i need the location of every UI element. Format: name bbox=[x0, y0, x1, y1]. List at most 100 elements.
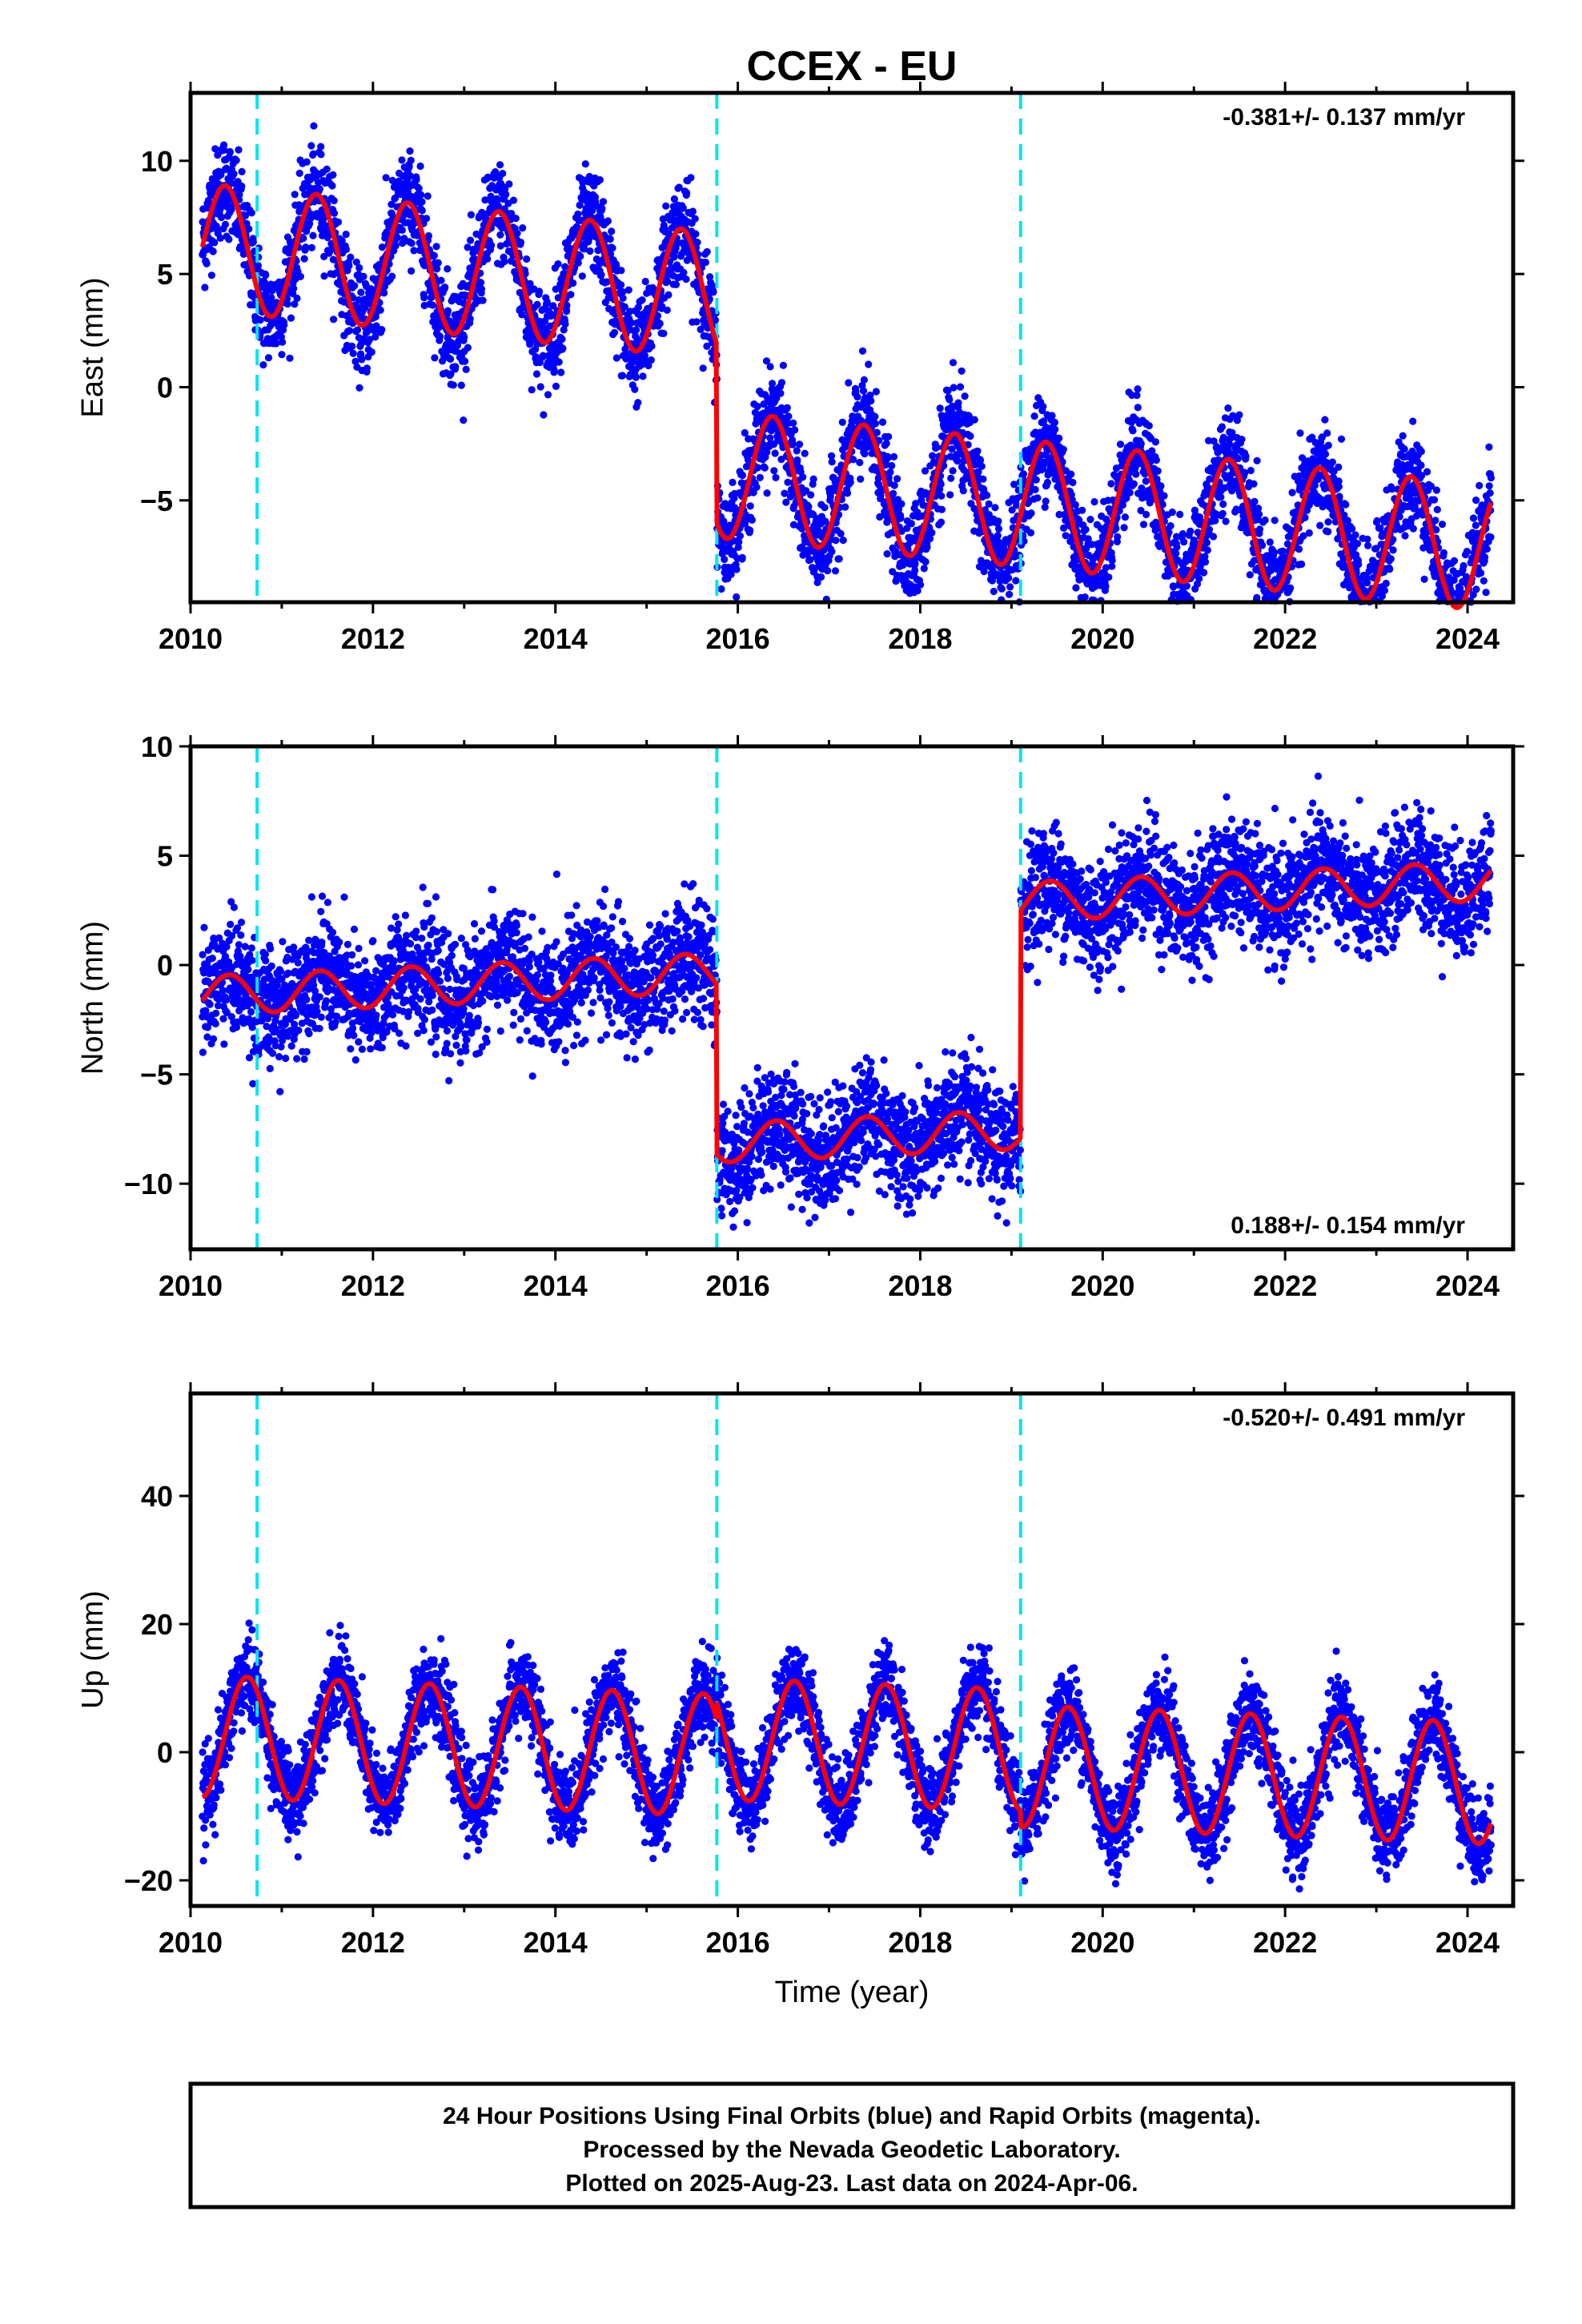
east-data-point bbox=[423, 215, 431, 223]
east-data-point bbox=[536, 383, 544, 391]
east-data-point bbox=[1399, 432, 1407, 440]
east-data-point bbox=[619, 294, 627, 302]
east-data-point bbox=[526, 340, 534, 348]
east-data-point bbox=[1102, 582, 1110, 590]
east-data-point bbox=[692, 230, 700, 238]
east-data-point bbox=[1253, 456, 1261, 464]
east-data-point bbox=[1364, 541, 1372, 550]
east-data-point bbox=[437, 276, 445, 284]
east-data-point bbox=[1072, 584, 1080, 592]
east-data-point bbox=[355, 384, 363, 392]
east-data-point bbox=[733, 565, 741, 573]
east-data-point bbox=[756, 473, 764, 482]
east-data-point bbox=[783, 404, 791, 412]
east-data-point bbox=[1157, 482, 1165, 490]
east-data-point bbox=[929, 452, 937, 460]
east-data-point bbox=[1355, 561, 1363, 569]
east-data-point bbox=[488, 241, 496, 249]
east-data-point bbox=[256, 316, 264, 324]
east-data-point bbox=[994, 532, 1002, 540]
east-data-point bbox=[291, 300, 299, 308]
east-data-point bbox=[512, 215, 520, 223]
east-data-point bbox=[1363, 579, 1371, 587]
east-data-point bbox=[1389, 546, 1397, 554]
east-data-point bbox=[1328, 458, 1336, 466]
east-data-point bbox=[1401, 532, 1409, 540]
east-data-point bbox=[1409, 417, 1417, 425]
east-data-point bbox=[597, 271, 605, 279]
east-data-point bbox=[1477, 569, 1485, 577]
east-data-point bbox=[1062, 532, 1070, 540]
east-data-point bbox=[970, 416, 978, 424]
east-data-point bbox=[1222, 517, 1230, 525]
east-data-point bbox=[897, 500, 905, 508]
east-data-point bbox=[832, 537, 840, 545]
east-data-point bbox=[1078, 506, 1086, 514]
east-data-point bbox=[1203, 539, 1211, 547]
east-data-point bbox=[946, 396, 954, 404]
east-data-point bbox=[886, 468, 894, 476]
east-data-point bbox=[948, 445, 956, 453]
east-data-point bbox=[441, 283, 449, 292]
east-data-point bbox=[1386, 565, 1394, 573]
east-data-point bbox=[1271, 548, 1279, 557]
east-data-point bbox=[624, 286, 632, 294]
east-data-point bbox=[1463, 548, 1471, 556]
east-data-point bbox=[315, 185, 323, 193]
east-data-point bbox=[608, 244, 616, 252]
east-data-point bbox=[1246, 571, 1254, 579]
east-data-point bbox=[1439, 549, 1447, 557]
east-data-point bbox=[431, 354, 439, 362]
east-data-point bbox=[460, 333, 468, 341]
east-data-point bbox=[632, 373, 640, 381]
east-data-point bbox=[1051, 425, 1059, 433]
east-data-point bbox=[949, 359, 958, 367]
east-data-point bbox=[1042, 497, 1050, 505]
east-data-point bbox=[985, 500, 993, 509]
east-data-point bbox=[280, 321, 288, 329]
east-data-point bbox=[1472, 521, 1480, 529]
east-data-point bbox=[519, 224, 527, 232]
east-data-point bbox=[216, 234, 224, 242]
east-data-point bbox=[950, 384, 958, 392]
east-data-point bbox=[604, 217, 612, 225]
east-data-point bbox=[323, 165, 331, 173]
east-data-point bbox=[561, 320, 569, 328]
east-data-point bbox=[738, 471, 747, 480]
east-data-point bbox=[630, 353, 638, 361]
east-data-point bbox=[536, 287, 544, 296]
east-data-point bbox=[444, 307, 452, 315]
east-data-point bbox=[835, 555, 843, 563]
east-data-point bbox=[428, 301, 437, 309]
east-data-point bbox=[544, 391, 552, 399]
east-data-point bbox=[1114, 533, 1122, 541]
east-data-point bbox=[462, 365, 470, 373]
east-data-point bbox=[1201, 558, 1210, 566]
east-data-point bbox=[367, 348, 375, 356]
east-data-point bbox=[1460, 561, 1468, 570]
east-data-point bbox=[838, 418, 846, 426]
east-data-point bbox=[1205, 525, 1214, 533]
east-data-point bbox=[831, 567, 840, 575]
east-data-point bbox=[634, 399, 642, 407]
east-data-point bbox=[586, 247, 594, 255]
east-data-point bbox=[837, 529, 845, 538]
east-data-point bbox=[789, 419, 797, 427]
east-data-point bbox=[596, 176, 604, 184]
east-data-point bbox=[990, 587, 998, 596]
east-data-point bbox=[398, 156, 406, 164]
east-data-point bbox=[505, 180, 513, 188]
east-data-point bbox=[509, 196, 518, 204]
chart-title: CCEX - EU bbox=[747, 43, 958, 90]
east-data-point bbox=[1324, 441, 1332, 449]
east-data-point bbox=[300, 255, 308, 263]
east-data-point bbox=[1255, 510, 1263, 518]
east-data-point bbox=[933, 444, 941, 452]
east-data-point bbox=[278, 351, 286, 359]
east-data-point bbox=[1224, 404, 1232, 412]
east-data-point bbox=[938, 492, 946, 500]
east-data-point bbox=[543, 298, 551, 306]
east-data-point bbox=[1450, 557, 1459, 565]
